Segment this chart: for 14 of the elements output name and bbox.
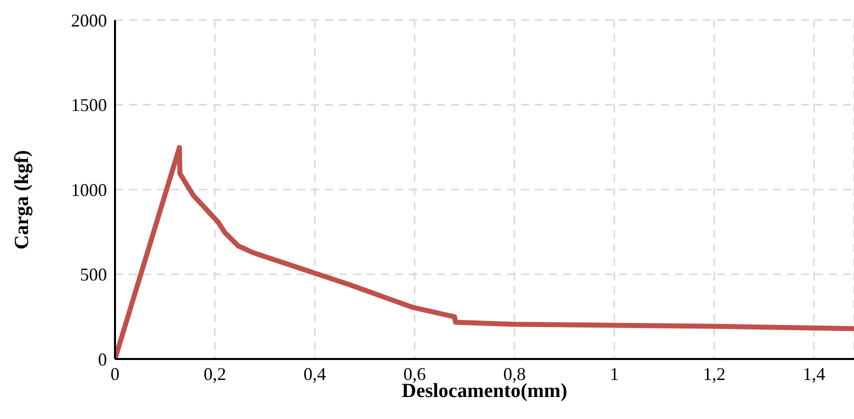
y-tick-label: 1000	[71, 180, 107, 200]
x-tick-label: 1	[610, 364, 619, 384]
x-tick-label: 0	[110, 364, 120, 384]
x-tick-label: 1,4	[802, 364, 826, 384]
y-tick-label: 2000	[71, 10, 107, 30]
y-tick-label: 0	[98, 349, 107, 370]
x-tick-label: 0,2	[204, 364, 226, 384]
x-tick-label: 0,8	[503, 364, 526, 384]
y-tick-label: 1500	[71, 95, 107, 116]
x-tick-label: 1,2	[702, 364, 726, 384]
y-tick-label: 500	[80, 264, 107, 285]
x-tick-label: 0,6	[403, 364, 426, 384]
y-axis-title: Carga (kgf)	[11, 150, 34, 250]
x-tick-label: 0,4	[303, 364, 326, 384]
